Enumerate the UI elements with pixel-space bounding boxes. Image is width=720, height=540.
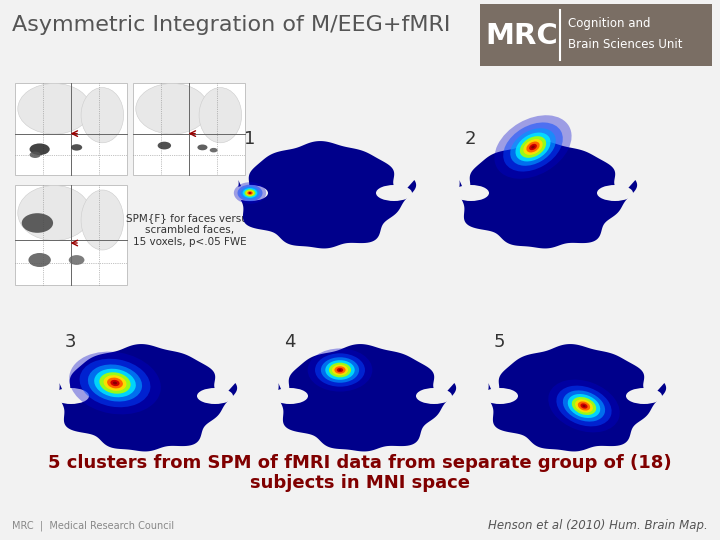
Ellipse shape <box>88 364 142 402</box>
FancyBboxPatch shape <box>15 185 127 285</box>
Ellipse shape <box>113 382 117 384</box>
Text: Henson et al (2010) Hum. Brain Map.: Henson et al (2010) Hum. Brain Map. <box>488 519 708 532</box>
Ellipse shape <box>523 139 543 155</box>
FancyBboxPatch shape <box>133 83 245 175</box>
Ellipse shape <box>240 187 259 199</box>
Ellipse shape <box>249 192 251 193</box>
Polygon shape <box>488 344 666 451</box>
Ellipse shape <box>572 397 596 415</box>
Text: 2: 2 <box>465 130 477 148</box>
Ellipse shape <box>232 185 268 201</box>
Ellipse shape <box>376 185 412 201</box>
Ellipse shape <box>110 380 120 386</box>
Text: 5: 5 <box>494 333 505 351</box>
Ellipse shape <box>557 386 611 427</box>
Text: 4: 4 <box>284 333 295 351</box>
Ellipse shape <box>234 182 266 204</box>
Text: 3: 3 <box>65 333 76 351</box>
Ellipse shape <box>325 360 355 380</box>
Ellipse shape <box>238 185 263 201</box>
Ellipse shape <box>332 364 348 375</box>
Ellipse shape <box>563 390 605 422</box>
Ellipse shape <box>510 128 556 166</box>
Ellipse shape <box>548 380 620 433</box>
Ellipse shape <box>453 185 489 201</box>
Ellipse shape <box>246 190 254 195</box>
Ellipse shape <box>531 146 535 148</box>
Ellipse shape <box>199 87 242 143</box>
Ellipse shape <box>197 388 233 404</box>
Ellipse shape <box>197 145 207 150</box>
Ellipse shape <box>334 366 346 374</box>
Ellipse shape <box>626 388 662 404</box>
Ellipse shape <box>245 190 256 197</box>
Ellipse shape <box>337 368 343 372</box>
Text: SPM{F} for faces versus
scrambled faces,
15 voxels, p<.05 FWE: SPM{F} for faces versus scrambled faces,… <box>126 213 253 247</box>
Ellipse shape <box>568 394 600 418</box>
Ellipse shape <box>158 141 171 150</box>
Ellipse shape <box>69 352 161 414</box>
Ellipse shape <box>416 388 452 404</box>
Text: 5 clusters from SPM of fMRI data from separate group of (18): 5 clusters from SPM of fMRI data from se… <box>48 454 672 472</box>
Polygon shape <box>278 344 456 451</box>
Ellipse shape <box>69 255 84 265</box>
FancyBboxPatch shape <box>480 4 712 66</box>
Ellipse shape <box>243 188 257 198</box>
Ellipse shape <box>307 348 372 392</box>
Text: subjects in MNI space: subjects in MNI space <box>250 474 470 492</box>
Ellipse shape <box>580 403 588 409</box>
Ellipse shape <box>575 400 593 413</box>
Ellipse shape <box>81 190 124 250</box>
Ellipse shape <box>81 87 124 143</box>
Ellipse shape <box>578 401 590 410</box>
Text: Brain Sciences Unit: Brain Sciences Unit <box>568 37 683 51</box>
Ellipse shape <box>22 213 53 233</box>
Ellipse shape <box>582 405 585 407</box>
Ellipse shape <box>30 152 41 158</box>
Ellipse shape <box>529 144 537 150</box>
Ellipse shape <box>53 388 89 404</box>
Text: 1: 1 <box>244 130 256 148</box>
Text: Cognition and: Cognition and <box>568 17 650 30</box>
Polygon shape <box>59 344 237 451</box>
Ellipse shape <box>329 363 351 377</box>
Ellipse shape <box>247 191 253 195</box>
Text: MRC: MRC <box>485 22 559 50</box>
Ellipse shape <box>136 84 209 134</box>
Polygon shape <box>238 141 416 248</box>
Ellipse shape <box>321 357 359 383</box>
Ellipse shape <box>104 375 127 391</box>
Ellipse shape <box>107 377 123 388</box>
Ellipse shape <box>482 388 518 404</box>
Ellipse shape <box>520 136 546 158</box>
Polygon shape <box>459 141 637 248</box>
Ellipse shape <box>503 123 563 172</box>
Ellipse shape <box>338 369 341 371</box>
Ellipse shape <box>495 115 572 179</box>
Ellipse shape <box>18 84 91 134</box>
Ellipse shape <box>94 369 136 397</box>
Ellipse shape <box>210 148 217 152</box>
Ellipse shape <box>80 359 150 407</box>
FancyBboxPatch shape <box>15 83 127 175</box>
Text: Asymmetric Integration of M/EEG+fMRI: Asymmetric Integration of M/EEG+fMRI <box>12 15 451 35</box>
Ellipse shape <box>315 353 365 387</box>
Ellipse shape <box>18 186 91 240</box>
Ellipse shape <box>516 132 551 161</box>
Ellipse shape <box>71 144 82 151</box>
Text: MRC  |  Medical Research Council: MRC | Medical Research Council <box>12 521 174 531</box>
Ellipse shape <box>272 388 308 404</box>
Ellipse shape <box>99 372 130 394</box>
Ellipse shape <box>597 185 633 201</box>
Ellipse shape <box>29 253 51 267</box>
Ellipse shape <box>30 144 50 155</box>
Ellipse shape <box>526 141 540 152</box>
Ellipse shape <box>248 192 251 194</box>
